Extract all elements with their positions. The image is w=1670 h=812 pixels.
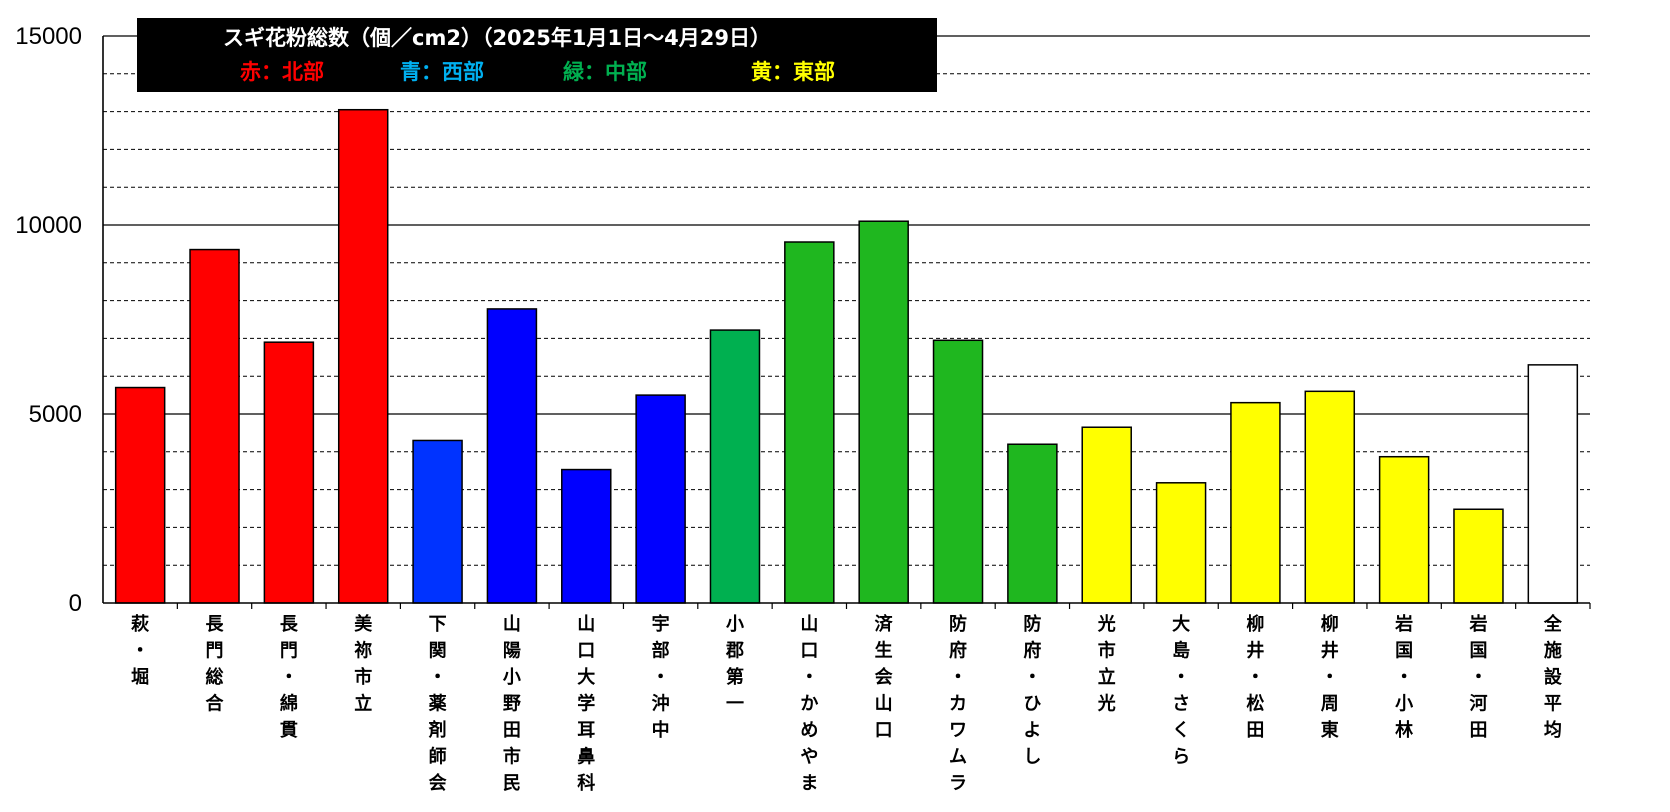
bar	[1155, 482, 1207, 604]
chart-title: スギ花粉総数（個／cm2）（2025年1月1日～4月29日）	[223, 26, 771, 50]
legend-entry: 赤：北部	[240, 60, 324, 84]
bar	[932, 339, 984, 604]
y-tick-label: 15000	[15, 23, 82, 50]
category-label: 美祢市立	[354, 613, 372, 715]
bar	[709, 329, 761, 604]
bar	[486, 308, 538, 604]
category-labels: 萩・堀 長門総合 長門・綿貫 美祢市立 下関・薬剤師会 山陽小野田市民 山口大学耳鼻科 宇部・…	[131, 613, 1563, 794]
category-label: 下関・薬剤師会	[428, 614, 447, 794]
category-label: 大島・さくら	[1172, 613, 1190, 768]
category-label: 防府・ひよし	[1023, 613, 1041, 768]
category-label: 柳井・周東	[1321, 613, 1339, 741]
bar	[1378, 455, 1430, 604]
category-label: 全施設平均	[1543, 613, 1563, 741]
category-label: 済生会山口	[875, 613, 894, 741]
legend-entry: 緑：中部	[563, 60, 647, 84]
y-tick-label: 0	[69, 590, 82, 617]
bar	[263, 341, 315, 604]
category-label: 光市立光	[1097, 613, 1116, 715]
y-tick-label: 10000	[15, 212, 82, 239]
y-axis-ticks: 0 5000 10000 15000	[15, 23, 82, 617]
bar	[1230, 401, 1281, 604]
bar	[337, 108, 389, 604]
category-label: 柳井・松田	[1246, 613, 1264, 741]
category-label: 山口大学耳鼻科	[577, 614, 595, 794]
legend-entry: 黄：東部	[751, 60, 835, 84]
grid-lines	[103, 35, 1590, 566]
category-label: 岩国・小林	[1394, 613, 1413, 741]
title-legend-background	[137, 18, 937, 92]
category-label: 長門・綿貫	[280, 614, 299, 741]
bar	[412, 439, 463, 604]
bar	[635, 394, 686, 604]
category-label: 防府・カワムラ	[949, 613, 967, 794]
y-tick-label: 5000	[29, 401, 82, 428]
axes	[102, 36, 1590, 604]
category-label: 萩・堀	[131, 613, 149, 688]
category-label: 山陽小野田市民	[503, 614, 521, 794]
category-label: 宇部・沖中	[652, 613, 670, 741]
x-axis-ticks	[176, 603, 1591, 609]
bar	[1304, 390, 1356, 604]
bar	[858, 220, 909, 604]
category-label: 小郡第一	[725, 614, 744, 715]
bar	[1081, 426, 1132, 604]
title-legend-box: スギ花粉総数（個／cm2）（2025年1月1日～4月29日） 赤：北部 青：西部 緑…	[137, 18, 937, 92]
bar	[1453, 508, 1504, 604]
bar	[114, 386, 166, 604]
bar	[1527, 364, 1579, 604]
category-label: 山口・かめやま	[800, 614, 818, 794]
category-label: 長門総合	[206, 614, 225, 715]
category-label: 岩国・河田	[1468, 613, 1487, 741]
legend-entry: 青：西部	[400, 60, 484, 84]
bar	[784, 241, 835, 604]
bar	[561, 468, 612, 604]
bars	[114, 108, 1579, 604]
bar	[1007, 443, 1058, 604]
bar	[189, 248, 240, 604]
